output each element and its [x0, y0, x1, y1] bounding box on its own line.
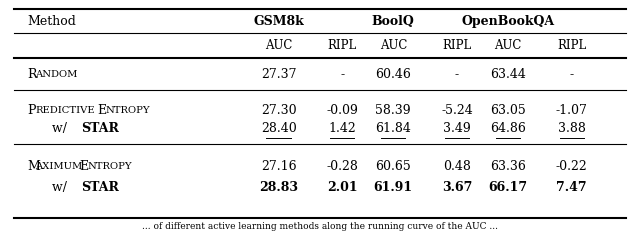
Text: AUC: AUC: [265, 39, 292, 52]
Text: 63.44: 63.44: [490, 68, 526, 81]
Text: w/: w/: [52, 181, 72, 194]
Text: 61.91: 61.91: [374, 181, 413, 194]
Text: -1.07: -1.07: [556, 104, 588, 117]
Text: 0.48: 0.48: [443, 160, 471, 173]
Text: RIPL: RIPL: [328, 39, 357, 52]
Text: -0.28: -0.28: [326, 160, 358, 173]
Text: NTROPY: NTROPY: [88, 162, 132, 171]
Text: 28.40: 28.40: [260, 122, 296, 135]
Text: 63.05: 63.05: [490, 104, 526, 117]
Text: STAR: STAR: [81, 122, 119, 135]
Text: R: R: [27, 68, 36, 81]
Text: w/: w/: [52, 122, 72, 135]
Text: GSM8k: GSM8k: [253, 15, 304, 28]
Text: P: P: [27, 104, 35, 117]
Text: 27.37: 27.37: [261, 68, 296, 81]
Text: 3.49: 3.49: [443, 122, 471, 135]
Text: -0.22: -0.22: [556, 160, 588, 173]
Text: E: E: [97, 104, 106, 117]
Text: 27.16: 27.16: [260, 160, 296, 173]
Text: -: -: [455, 68, 459, 81]
Text: RIPL: RIPL: [442, 39, 472, 52]
Text: 3.88: 3.88: [558, 122, 586, 135]
Text: 28.83: 28.83: [259, 181, 298, 194]
Text: E: E: [79, 160, 88, 173]
Text: Method: Method: [27, 15, 76, 28]
Text: ANDOM: ANDOM: [35, 70, 77, 79]
Text: 7.47: 7.47: [556, 181, 587, 194]
Text: -0.09: -0.09: [326, 104, 358, 117]
Text: 66.17: 66.17: [488, 181, 527, 194]
Text: -: -: [340, 68, 344, 81]
Text: AUC: AUC: [380, 39, 407, 52]
Text: 60.65: 60.65: [376, 160, 411, 173]
Text: STAR: STAR: [81, 181, 119, 194]
Text: REDICTIVE: REDICTIVE: [35, 106, 95, 115]
Text: 61.84: 61.84: [375, 122, 412, 135]
Text: M: M: [27, 160, 40, 173]
Text: 2.01: 2.01: [327, 181, 358, 194]
Text: RIPL: RIPL: [557, 39, 586, 52]
Text: -5.24: -5.24: [441, 104, 473, 117]
Text: 58.39: 58.39: [376, 104, 411, 117]
Text: AXIMUM: AXIMUM: [35, 162, 83, 171]
Text: BoolQ: BoolQ: [372, 15, 415, 28]
Text: 1.42: 1.42: [328, 122, 356, 135]
Text: NTROPY: NTROPY: [106, 106, 150, 115]
Text: OpenBookQA: OpenBookQA: [461, 15, 554, 28]
Text: 60.46: 60.46: [375, 68, 412, 81]
Text: AUC: AUC: [494, 39, 522, 52]
Text: 27.30: 27.30: [260, 104, 296, 117]
Text: 64.86: 64.86: [490, 122, 526, 135]
Text: ... of different active learning methods along the running curve of the AUC ...: ... of different active learning methods…: [142, 222, 498, 231]
Text: 3.67: 3.67: [442, 181, 472, 194]
Text: -: -: [570, 68, 574, 81]
Text: 63.36: 63.36: [490, 160, 526, 173]
